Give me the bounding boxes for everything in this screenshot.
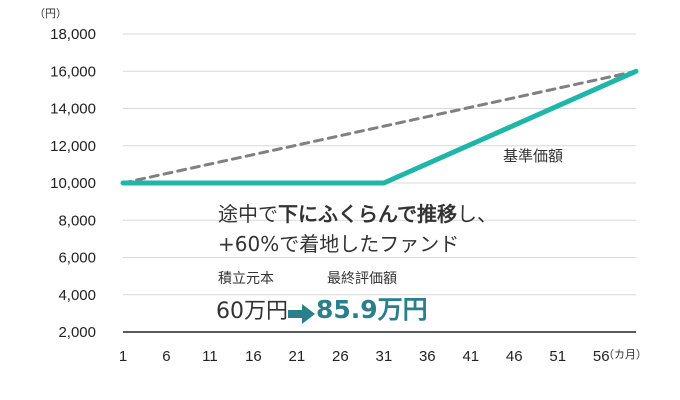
x-tick-label: 21 [289,348,306,365]
principal-label: 積立元本 [218,271,274,287]
x-tick-label: 51 [549,348,566,365]
arrow-right-icon [288,303,316,324]
annotation-line-1-a: 途中で [218,202,278,226]
valuation-label: 最終評価額 [327,271,397,287]
y-tick-label: 16,000 [50,63,96,80]
y-tick-label: 10,000 [50,175,96,192]
y-axis-labels: 2,000 4,000 6,000 8,000 10,000 12,000 14,000 16… [50,26,96,341]
series-layer [120,68,639,186]
reference-line [121,69,638,185]
annotation-line-1-emphasis: 下にふくらんで推移 [278,202,457,226]
y-tick-label: 4,000 [58,287,96,304]
x-tick-label: 46 [506,348,523,365]
valuation-value: 85.9万円 [316,295,428,324]
y-axis-unit: （円） [34,7,67,20]
x-axis-unit: （カ月） [603,348,647,361]
y-tick-label: 8,000 [58,212,96,229]
y-tick-label: 18,000 [50,26,96,43]
annotation-line-1: 途中で下にふくらんで推移し、 [218,198,497,227]
series-label: 基準価額 [503,147,564,165]
x-tick-label: 26 [332,348,349,365]
principal-value: 60万円 [216,299,288,324]
y-tick-label: 6,000 [58,250,96,267]
x-tick-label: 11 [202,348,218,365]
annotation-line-2: +60%で着地したファンド [218,232,460,256]
amount-row: 60万円 85.9万円 [216,290,428,326]
x-tick-label: 31 [376,348,393,365]
y-tick-label: 12,000 [50,138,96,155]
y-tick-label: 2,000 [58,324,96,341]
x-tick-label: 36 [419,348,436,365]
x-tick-label: 16 [245,348,262,365]
x-tick-label: 56 [593,348,610,365]
x-tick-label: 6 [162,348,170,365]
x-axis-labels: 1 6 11 16 21 26 31 36 41 46 51 56 [119,348,610,365]
y-tick-label: 14,000 [50,101,96,118]
annotation-line-1-c: し、 [457,202,497,226]
x-tick-label: 41 [462,348,479,365]
nav-series-line [120,68,639,186]
x-tick-label: 1 [119,348,127,365]
